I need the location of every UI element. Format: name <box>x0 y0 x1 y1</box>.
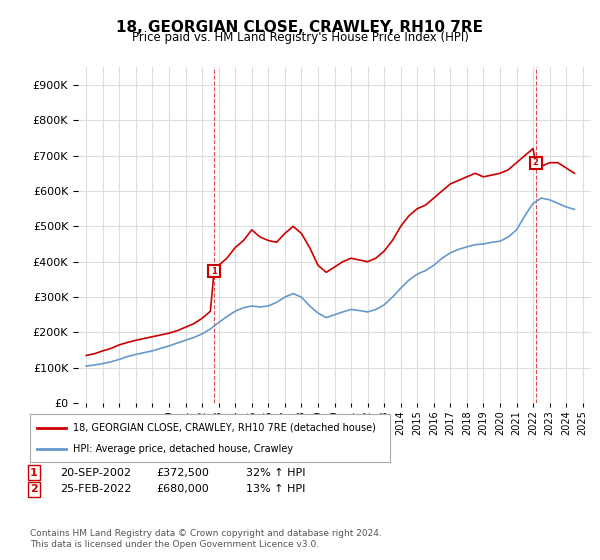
Text: 18, GEORGIAN CLOSE, CRAWLEY, RH10 7RE (detached house): 18, GEORGIAN CLOSE, CRAWLEY, RH10 7RE (d… <box>73 423 376 433</box>
Text: 1: 1 <box>211 267 217 276</box>
Text: 20-SEP-2002: 20-SEP-2002 <box>60 468 131 478</box>
Text: £680,000: £680,000 <box>156 484 209 494</box>
Text: 13% ↑ HPI: 13% ↑ HPI <box>246 484 305 494</box>
Text: HPI: Average price, detached house, Crawley: HPI: Average price, detached house, Craw… <box>73 444 293 454</box>
Text: 2: 2 <box>533 158 539 167</box>
Text: Contains HM Land Registry data © Crown copyright and database right 2024.
This d: Contains HM Land Registry data © Crown c… <box>30 529 382 549</box>
Text: Price paid vs. HM Land Registry's House Price Index (HPI): Price paid vs. HM Land Registry's House … <box>131 31 469 44</box>
Text: 25-FEB-2022: 25-FEB-2022 <box>60 484 131 494</box>
Text: 2: 2 <box>30 484 38 494</box>
Text: 18, GEORGIAN CLOSE, CRAWLEY, RH10 7RE: 18, GEORGIAN CLOSE, CRAWLEY, RH10 7RE <box>116 20 484 35</box>
Text: £372,500: £372,500 <box>156 468 209 478</box>
Text: 1: 1 <box>30 468 38 478</box>
Text: 32% ↑ HPI: 32% ↑ HPI <box>246 468 305 478</box>
